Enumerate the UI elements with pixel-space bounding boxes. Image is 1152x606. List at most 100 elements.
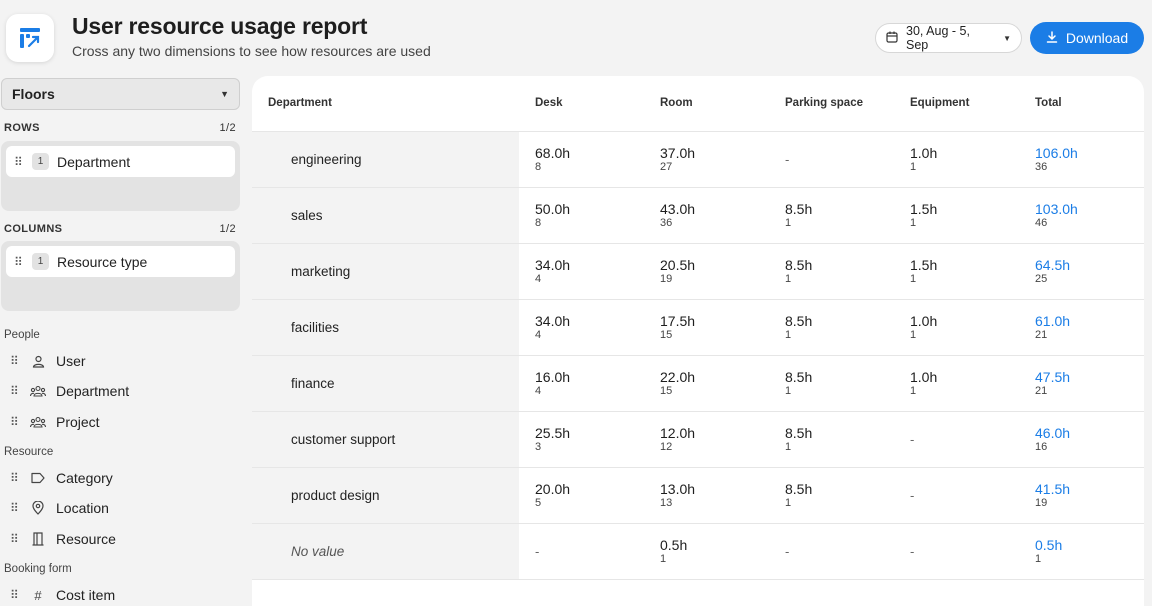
dimension-label: Category — [56, 470, 113, 486]
column-dimension-chip[interactable]: ⠿ 1 Resource type — [6, 246, 235, 277]
hours-value: 34.0h — [535, 312, 571, 329]
floors-select[interactable]: Floors ▼ — [1, 78, 240, 110]
drag-handle-icon[interactable]: ⠿ — [14, 154, 23, 169]
booking-count: 4 — [535, 384, 542, 397]
hours-value: 1.0h — [910, 312, 938, 329]
hours-value: 1.5h — [910, 256, 938, 273]
dimension-item-user[interactable]: ⠿ User — [10, 351, 86, 371]
drag-handle-icon[interactable]: ⠿ — [10, 471, 19, 485]
table-cell: - — [894, 467, 1019, 524]
total-cell[interactable]: 0.5h 1 — [1019, 523, 1144, 580]
booking-count: 19 — [660, 272, 673, 285]
drag-handle-icon[interactable]: ⠿ — [14, 254, 23, 269]
total-cell[interactable]: 103.0h 46 — [1019, 187, 1144, 244]
hours-value: 106.0h — [1035, 144, 1078, 161]
table-cell: - — [519, 523, 644, 580]
dimension-item-cost-item[interactable]: ⠿ # Cost item — [10, 585, 115, 605]
report-table: Department Desk Room Parking space Equip… — [252, 76, 1144, 580]
drag-handle-icon[interactable]: ⠿ — [10, 588, 19, 602]
columns-label: COLUMNS — [4, 223, 63, 235]
download-button[interactable]: Download — [1030, 22, 1144, 54]
table-cell: 12.0h 12 — [644, 411, 769, 468]
resource-icon — [30, 531, 46, 547]
column-header-desk[interactable]: Desk — [519, 76, 644, 132]
booking-count: 8 — [535, 216, 542, 229]
row-header: product design — [252, 467, 519, 524]
drag-handle-icon[interactable]: ⠿ — [10, 501, 19, 515]
dimension-item-department[interactable]: ⠿ Department — [10, 381, 129, 401]
table-cell: - — [769, 523, 894, 580]
total-cell[interactable]: 64.5h 25 — [1019, 243, 1144, 300]
table-cell: - — [894, 523, 1019, 580]
hours-value: 1.5h — [910, 200, 938, 217]
empty-value: - — [535, 543, 540, 559]
hash-icon: # — [34, 587, 42, 603]
dimension-item-resource[interactable]: ⠿ Resource — [10, 529, 116, 549]
rows-label: ROWS — [4, 122, 40, 134]
hours-value: 8.5h — [785, 312, 813, 329]
column-header-parking-space[interactable]: Parking space — [769, 76, 894, 132]
hours-value: 61.0h — [1035, 312, 1071, 329]
dimension-item-project[interactable]: ⠿ Project — [10, 412, 100, 432]
empty-value: - — [910, 487, 915, 503]
total-cell[interactable]: 47.5h 21 — [1019, 355, 1144, 412]
empty-value: - — [785, 151, 790, 167]
dimension-label: Resource — [56, 531, 116, 547]
total-cell[interactable]: 106.0h 36 — [1019, 131, 1144, 188]
row-header: finance — [252, 355, 519, 412]
empty-value: - — [785, 543, 790, 559]
total-cell[interactable]: 61.0h 21 — [1019, 299, 1144, 356]
rows-drop-zone[interactable]: ⠿ 1 Department — [1, 141, 240, 211]
booking-count: 27 — [660, 160, 673, 173]
booking-count: 1 — [910, 384, 917, 397]
hours-value: 41.5h — [1035, 480, 1071, 497]
drag-handle-icon[interactable]: ⠿ — [10, 532, 19, 546]
column-header-room[interactable]: Room — [644, 76, 769, 132]
table-cell: 68.0h 8 — [519, 131, 644, 188]
column-header-total[interactable]: Total — [1019, 76, 1144, 132]
column-header-department[interactable]: Department — [252, 76, 519, 132]
floors-select-value: Floors — [12, 86, 55, 102]
row-header: customer support — [252, 411, 519, 468]
booking-count: 1 — [785, 496, 792, 509]
hours-value: 34.0h — [535, 256, 571, 273]
table-cell: 37.0h 27 — [644, 131, 769, 188]
total-cell[interactable]: 46.0h 16 — [1019, 411, 1144, 468]
hours-value: 68.0h — [535, 144, 571, 161]
group-label-resource: Resource — [4, 446, 54, 458]
booking-count: 1 — [660, 552, 667, 565]
columns-drop-zone[interactable]: ⠿ 1 Resource type — [1, 241, 240, 311]
table-row: product design 20.0h 5 13.0h 13 8.5h 1-41.5h 19 — [252, 467, 1144, 524]
dimension-item-category[interactable]: ⠿ Category — [10, 468, 113, 488]
group-label-booking-form: Booking form — [4, 563, 72, 575]
booking-count: 15 — [660, 384, 673, 397]
calendar-icon — [886, 31, 898, 46]
hours-value: 17.5h — [660, 312, 696, 329]
dimension-item-location[interactable]: ⠿ Location — [10, 498, 109, 518]
total-cell[interactable]: 41.5h 19 — [1019, 467, 1144, 524]
drag-handle-icon[interactable]: ⠿ — [10, 354, 19, 368]
hours-value: 1.0h — [910, 144, 938, 161]
booking-count: 1 — [785, 216, 792, 229]
drag-handle-icon[interactable]: ⠿ — [10, 415, 19, 429]
drag-handle-icon[interactable]: ⠿ — [10, 384, 19, 398]
row-header: engineering — [252, 131, 519, 188]
chip-label: Department — [57, 153, 131, 170]
table-body: engineering 68.0h 8 37.0h 27-1.0h 1 106.0h 36 sa… — [252, 131, 1144, 580]
report-panel: Department Desk Room Parking space Equip… — [252, 76, 1144, 606]
row-dimension-chip[interactable]: ⠿ 1 Department — [6, 146, 235, 177]
empty-value: - — [910, 431, 915, 447]
date-range-picker[interactable]: 30, Aug - 5, Sep ▼ — [875, 23, 1022, 53]
hours-value: 12.0h — [660, 424, 696, 441]
booking-count: 25 — [1035, 272, 1048, 285]
booking-count: 1 — [1035, 552, 1042, 565]
column-header-equipment[interactable]: Equipment — [894, 76, 1019, 132]
table-cell: 34.0h 4 — [519, 299, 644, 356]
group-icon — [30, 383, 46, 399]
download-icon — [1046, 30, 1058, 46]
table-cell: 0.5h 1 — [644, 523, 769, 580]
hours-value: 25.5h — [535, 424, 571, 441]
table-cell: 50.0h 8 — [519, 187, 644, 244]
chevron-down-icon: ▼ — [220, 89, 229, 99]
booking-count: 36 — [1035, 160, 1048, 173]
